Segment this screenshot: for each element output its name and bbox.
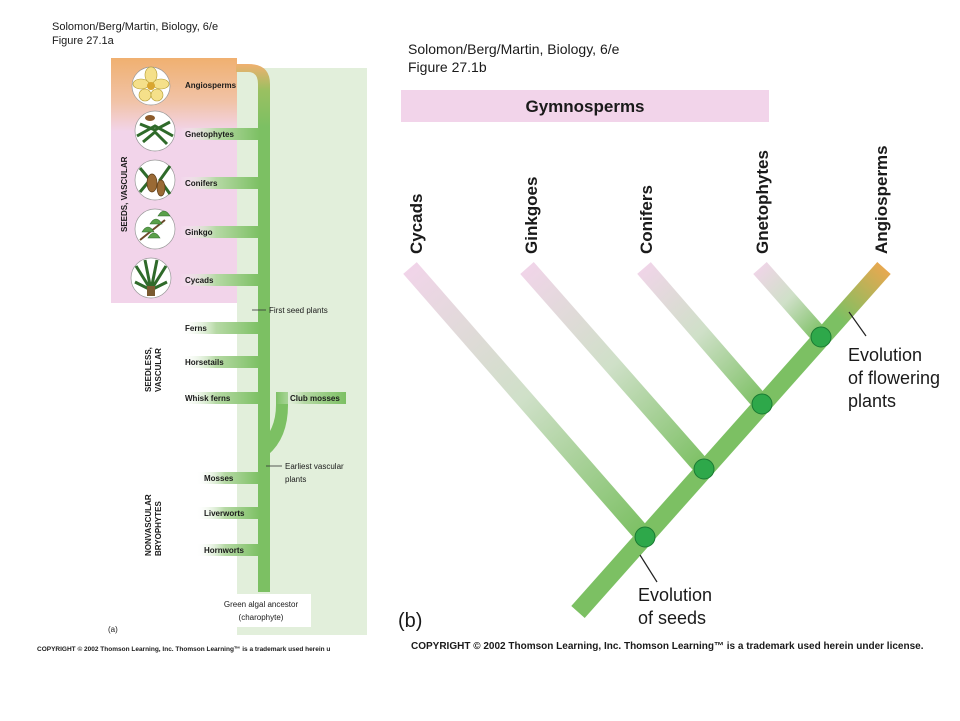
taxon-b-ginkgoes: Ginkgoes: [522, 177, 541, 254]
angiosperm-flower-icon: [131, 66, 171, 106]
earliest-vascular-label-2: plants: [285, 475, 306, 484]
gnetophyte-plant-icon: [134, 110, 176, 152]
left-tree: [180, 64, 346, 592]
taxon-horsetails: Horsetails: [185, 358, 224, 367]
first-seed-plants-label: First seed plants: [269, 306, 328, 315]
branch-b-gnetophytes: [753, 262, 828, 343]
gymnosperms-label: Gymnosperms: [525, 97, 644, 116]
branch-b-cycads: [403, 262, 652, 543]
taxon-b-cycads: Cycads: [407, 194, 426, 254]
branch-hornworts: [196, 544, 260, 556]
left-header-line2: Figure 27.1a: [52, 35, 115, 47]
branch-conifers: [180, 177, 260, 189]
cycad-plant-icon: [130, 257, 172, 299]
group-nonvascular-label-2: BRYOPHYTES: [154, 501, 163, 556]
branch-mosses: [196, 472, 260, 484]
node-conifers: [751, 393, 773, 415]
taxon-angiosperms: Angiosperms: [185, 81, 237, 90]
ancestor-label-2: (charophyte): [239, 613, 284, 622]
conifer-plant-icon: [134, 159, 176, 201]
branch-liverworts: [196, 507, 260, 519]
branch-b-conifers: [637, 262, 769, 410]
left-header-line1: Solomon/Berg/Martin, Biology, 6/e: [52, 21, 218, 33]
branch-b-ginkgoes: [520, 262, 711, 475]
gymnosperms-bar: [401, 90, 769, 122]
earliest-vascular-label-1: Earliest vascular: [285, 462, 344, 471]
panel-b-label: (b): [398, 610, 422, 632]
taxon-b-conifers: Conifers: [637, 185, 656, 254]
left-copyright: COPYRIGHT © 2002 Thomson Learning, Inc. …: [37, 645, 330, 653]
branch-cycads: [180, 274, 260, 286]
right-header-line2: Figure 27.1b: [408, 59, 487, 75]
right-copyright: COPYRIGHT © 2002 Thomson Learning, Inc. …: [411, 641, 924, 652]
ancestor-label-1: Green algal ancestor: [224, 600, 299, 609]
taxon-ferns: Ferns: [185, 324, 207, 333]
branch-club-mosses: [259, 392, 288, 455]
main-trunk: [236, 64, 270, 592]
group-seedless-label-2: VASCULAR: [154, 348, 163, 392]
group-nonvascular-label-1: NONVASCULAR: [144, 494, 153, 556]
flowering-label-1: Evolution: [848, 345, 922, 365]
seeds-leader: [639, 554, 658, 583]
flowering-leader: [848, 311, 867, 337]
group-seeds-vascular-label: SEEDS, VASCULAR: [120, 156, 129, 232]
taxon-hornworts: Hornworts: [204, 546, 245, 555]
taxon-gnetophytes: Gnetophytes: [185, 130, 234, 139]
taxon-ginkgo: Ginkgo: [185, 228, 213, 237]
branch-b-main: [571, 262, 891, 618]
branch-whisk-ferns: [180, 392, 260, 404]
taxon-b-gnetophytes: Gnetophytes: [753, 150, 772, 254]
taxon-conifers: Conifers: [185, 179, 218, 188]
taxon-b-angiosperms: Angiosperms: [872, 145, 891, 254]
branch-ferns: [180, 322, 260, 334]
ginkgo-plant-icon: [134, 208, 176, 250]
taxon-mosses: Mosses: [204, 474, 234, 483]
taxon-cycads: Cycads: [185, 276, 214, 285]
branch-ginkgo: [180, 226, 260, 238]
branch-club-mosses-tip: [276, 392, 346, 404]
ancestor-box: [211, 594, 311, 627]
node-ginkgoes: [693, 458, 715, 480]
flowering-label-2: of flowering: [848, 368, 940, 388]
seeds-label-1: Evolution: [638, 585, 712, 605]
branch-gnetophytes: [180, 128, 260, 140]
node-flowering: [810, 326, 832, 348]
taxon-whisk-ferns: Whisk ferns: [185, 394, 231, 403]
group-seedless-label-1: SEEDLESS,: [144, 347, 153, 392]
taxon-club-mosses: Club mosses: [290, 394, 340, 403]
taxon-liverworts: Liverworts: [204, 509, 245, 518]
right-header-line1: Solomon/Berg/Martin, Biology, 6/e: [408, 41, 620, 57]
seeds-label-2: of seeds: [638, 608, 706, 628]
flowering-label-3: plants: [848, 391, 896, 411]
cladogram: [403, 262, 891, 618]
panel-a-label: (a): [108, 625, 118, 634]
node-seeds: [634, 526, 656, 548]
branch-horsetails: [180, 356, 260, 368]
